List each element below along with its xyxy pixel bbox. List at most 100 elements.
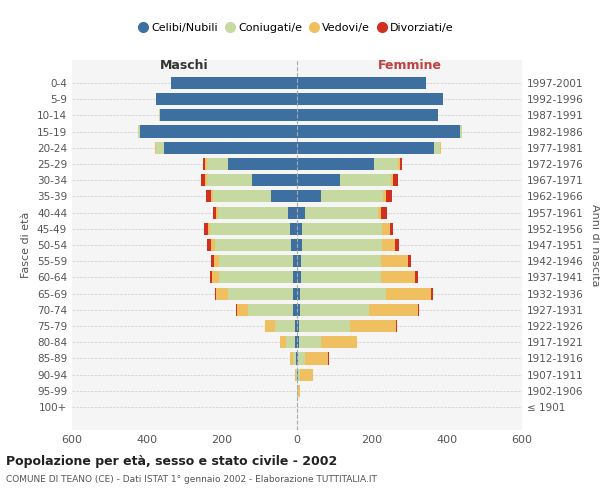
Bar bbox=[297, 190, 383, 202]
Bar bbox=[265, 320, 297, 332]
Bar bbox=[172, 77, 297, 89]
Bar bbox=[297, 158, 402, 170]
Bar bbox=[297, 109, 439, 122]
Bar bbox=[297, 304, 370, 316]
Bar bbox=[297, 126, 460, 138]
Legend: Celibi/Nubili, Coniugati/e, Vedovi/e, Divorziati/e: Celibi/Nubili, Coniugati/e, Vedovi/e, Di… bbox=[135, 18, 459, 38]
Bar bbox=[290, 352, 297, 364]
Bar bbox=[297, 109, 439, 122]
Bar bbox=[297, 272, 301, 283]
Bar bbox=[297, 352, 298, 364]
Bar bbox=[297, 272, 382, 283]
Bar bbox=[297, 142, 442, 154]
Bar bbox=[218, 206, 297, 218]
Bar bbox=[297, 336, 356, 348]
Bar bbox=[214, 255, 297, 268]
Bar bbox=[297, 255, 382, 268]
Bar bbox=[297, 255, 412, 268]
Bar bbox=[297, 190, 386, 202]
Bar bbox=[290, 352, 297, 364]
Bar bbox=[208, 222, 297, 235]
Bar bbox=[297, 320, 349, 332]
Bar bbox=[157, 142, 297, 154]
Bar bbox=[297, 368, 313, 381]
Bar bbox=[159, 109, 297, 122]
Bar bbox=[293, 272, 297, 283]
Bar bbox=[297, 272, 415, 283]
Bar bbox=[297, 336, 358, 348]
Bar bbox=[137, 126, 297, 138]
Bar bbox=[297, 206, 377, 218]
Bar bbox=[297, 352, 329, 364]
Bar bbox=[297, 239, 302, 251]
Bar bbox=[297, 222, 302, 235]
Bar bbox=[202, 174, 297, 186]
Bar bbox=[297, 206, 305, 218]
Bar bbox=[205, 174, 297, 186]
Bar bbox=[157, 93, 297, 105]
Bar bbox=[207, 158, 297, 170]
Bar bbox=[286, 336, 297, 348]
Bar bbox=[290, 222, 297, 235]
Bar bbox=[137, 126, 297, 138]
Bar bbox=[297, 158, 398, 170]
Bar bbox=[297, 206, 382, 218]
Bar bbox=[297, 174, 392, 186]
Bar bbox=[271, 190, 297, 202]
Bar bbox=[160, 109, 297, 122]
Bar bbox=[297, 336, 299, 348]
Text: COMUNE DI TEANO (CE) - Dati ISTAT 1° gennaio 2002 - Elaborazione TUTTITALIA.IT: COMUNE DI TEANO (CE) - Dati ISTAT 1° gen… bbox=[6, 475, 377, 484]
Bar bbox=[215, 288, 297, 300]
Bar bbox=[297, 142, 442, 154]
Bar bbox=[220, 272, 297, 283]
Bar bbox=[297, 352, 305, 364]
Bar bbox=[212, 190, 297, 202]
Bar bbox=[275, 320, 297, 332]
Bar bbox=[297, 222, 394, 235]
Bar bbox=[297, 385, 299, 397]
Bar bbox=[157, 93, 297, 105]
Bar bbox=[297, 93, 443, 105]
Bar bbox=[211, 190, 297, 202]
Bar bbox=[297, 352, 328, 364]
Bar bbox=[297, 272, 418, 283]
Bar bbox=[209, 222, 297, 235]
Bar bbox=[297, 304, 300, 316]
Bar bbox=[205, 158, 297, 170]
Bar bbox=[248, 304, 297, 316]
Text: Popolazione per età, sesso e stato civile - 2002: Popolazione per età, sesso e stato civil… bbox=[6, 455, 337, 468]
Bar bbox=[297, 222, 389, 235]
Bar bbox=[207, 239, 297, 251]
Bar bbox=[297, 368, 298, 381]
Bar bbox=[297, 239, 382, 251]
Text: Maschi: Maschi bbox=[160, 58, 209, 71]
Bar bbox=[297, 368, 313, 381]
Bar bbox=[297, 336, 321, 348]
Bar bbox=[297, 368, 299, 381]
Bar bbox=[297, 93, 443, 105]
Bar bbox=[297, 126, 462, 138]
Bar bbox=[155, 142, 297, 154]
Bar bbox=[172, 77, 297, 89]
Bar bbox=[280, 336, 297, 348]
Bar bbox=[297, 142, 439, 154]
Bar bbox=[137, 126, 297, 138]
Bar bbox=[212, 272, 297, 283]
Bar bbox=[159, 109, 297, 122]
Bar bbox=[292, 239, 297, 251]
Bar bbox=[297, 109, 437, 122]
Bar bbox=[252, 174, 297, 186]
Bar bbox=[297, 93, 443, 105]
Bar bbox=[293, 288, 297, 300]
Bar bbox=[297, 158, 374, 170]
Bar bbox=[297, 288, 433, 300]
Bar bbox=[297, 255, 301, 268]
Bar bbox=[297, 77, 427, 89]
Bar bbox=[297, 158, 400, 170]
Bar bbox=[297, 142, 434, 154]
Bar bbox=[227, 288, 297, 300]
Bar bbox=[297, 304, 418, 316]
Bar bbox=[297, 206, 387, 218]
Bar bbox=[297, 320, 299, 332]
Bar bbox=[293, 352, 297, 364]
